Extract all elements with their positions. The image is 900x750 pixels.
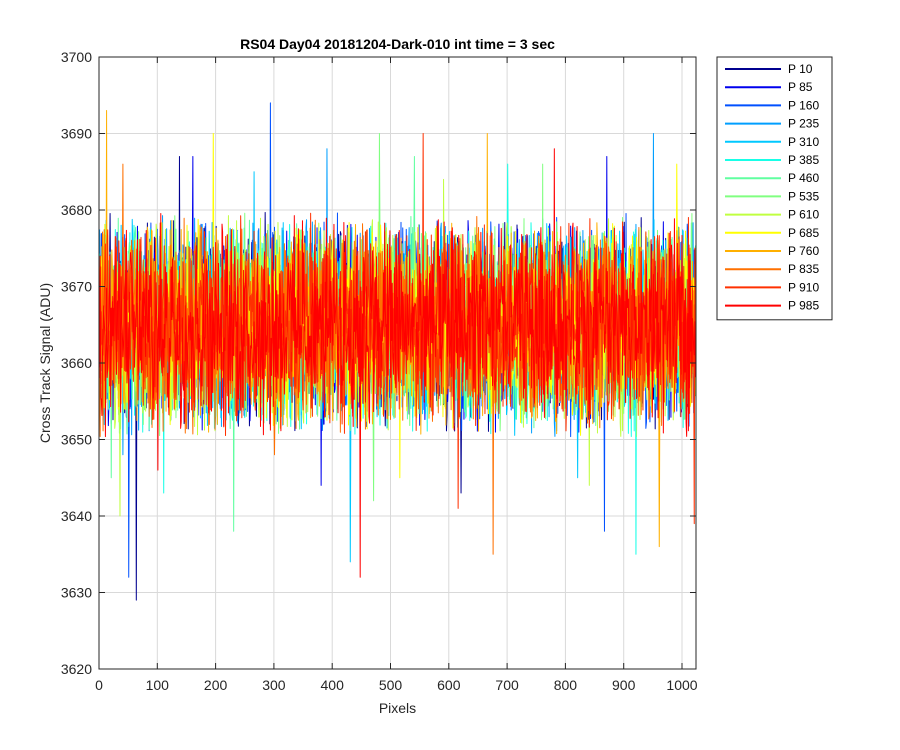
x-tick-label: 0 [95,677,103,693]
x-tick-label: 300 [262,677,286,693]
y-axis-label: Cross Track Signal (ADU) [37,283,53,443]
legend-label: P 10 [788,62,813,76]
legend-label: P 760 [788,244,819,258]
x-tick-label: 200 [204,677,228,693]
x-tick-label: 400 [321,677,345,693]
legend-label: P 85 [788,80,813,94]
y-tick-label: 3620 [61,661,92,677]
x-tick-label: 800 [554,677,578,693]
y-tick-label: 3650 [61,432,92,448]
legend-label: P 535 [788,189,819,203]
legend-label: P 460 [788,171,819,185]
legend-box [716,56,833,321]
y-tick-label: 3680 [61,202,92,218]
legend-label: P 685 [788,226,819,240]
legend-label: P 235 [788,117,819,131]
y-tick-label: 3660 [61,355,92,371]
legend-label: P 985 [788,299,819,313]
legend-label: P 385 [788,153,819,167]
series-line-p-985 [99,148,697,578]
legend: P 10 P 85 P 160 P 235 P 310 P 385 P 460 P 535 P … [716,56,833,321]
x-tick-label: 700 [495,677,519,693]
x-tick-label: 100 [146,677,170,693]
x-axis-label: Pixels [379,700,416,716]
legend-label: P 835 [788,262,819,276]
x-tick-label: 600 [437,677,461,693]
y-tick-label: 3690 [61,126,92,142]
chart-title: RS04 Day04 20181204-Dark-010 int time = … [240,36,555,52]
x-tick-label: 500 [379,677,403,693]
y-tick-label: 3700 [61,49,92,65]
legend-label: P 160 [788,98,819,112]
legend-label: P 310 [788,135,819,149]
x-tick-label: 1000 [666,677,697,693]
y-tick-label: 3640 [61,508,92,524]
legend-label: P 610 [788,208,819,222]
axis-ticks: 0 100 200 300 400 500 600 700 800 900 1000 3620 3630… [61,49,698,693]
series-lines [99,102,697,601]
y-tick-label: 3630 [61,585,92,601]
x-tick-label: 900 [612,677,636,693]
y-tick-label: 3670 [61,279,92,295]
legend-label: P 910 [788,280,819,294]
